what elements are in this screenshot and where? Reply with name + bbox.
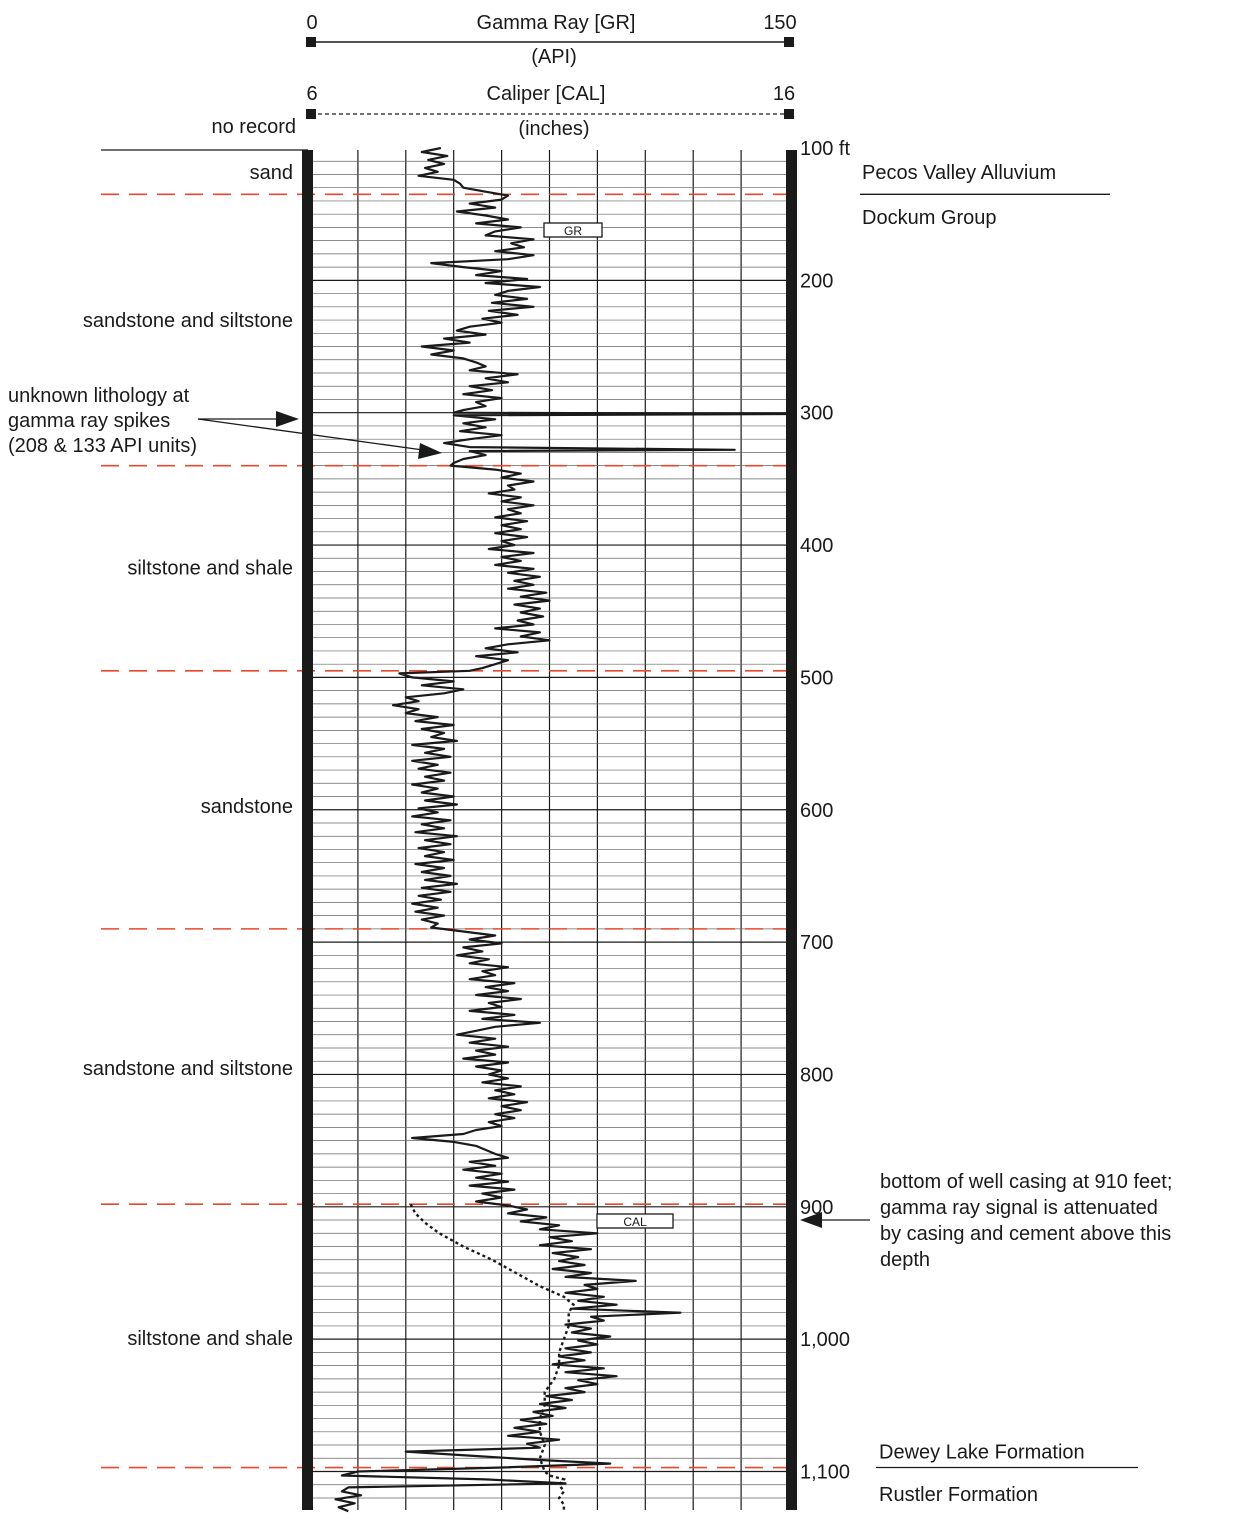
gr-scale-min: 0 — [306, 12, 317, 34]
spike-annotation-line-1: unknown lithology at — [8, 385, 190, 407]
lithology-label: sandstone and siltstone — [83, 310, 293, 332]
casing-arrow-head — [800, 1212, 822, 1228]
cal-scale-right-cap — [784, 109, 794, 119]
gr-scale-right-cap — [784, 37, 794, 47]
casing-annotation-line-3: by casing and cement above this — [880, 1223, 1171, 1245]
depth-tick-label: 700 — [800, 932, 833, 954]
cal-curve-tag-text: CAL — [623, 1215, 647, 1229]
track-right-edge — [786, 150, 797, 1510]
cal-scale-unit: (inches) — [518, 118, 589, 140]
track-left-edge — [302, 150, 313, 1510]
lithology-label: sandstone — [201, 796, 293, 818]
lithology-label: siltstone and shale — [127, 558, 293, 580]
depth-tick-label: 400 — [800, 535, 833, 557]
formation-label: Pecos Valley Alluvium — [862, 162, 1056, 184]
lithology-boundaries — [101, 193, 789, 1469]
gr-curve-tag: GR — [543, 222, 603, 238]
depth-tick-label: 100 ft — [800, 138, 850, 160]
depth-tick-label: 900 — [800, 1197, 833, 1219]
spike-arrow-2-head — [418, 443, 442, 459]
lithology-labels: sand sandstone and siltstone siltstone and… — [83, 162, 293, 1350]
caliper-curve — [409, 1203, 576, 1512]
casing-annotation-line-1: bottom of well casing at 910 feet; — [880, 1171, 1172, 1193]
spike-arrow-1-head — [276, 411, 299, 427]
gr-curve-tag-text: GR — [564, 224, 582, 238]
formation-labels: Pecos Valley Alluvium Dockum Group Dewey L… — [860, 162, 1138, 1506]
formation-label: Dewey Lake Formation — [879, 1442, 1085, 1464]
gr-scale-title: Gamma Ray [GR] — [477, 12, 636, 34]
gr-scale-unit: (API) — [531, 46, 577, 68]
cal-scale-left-cap — [306, 109, 316, 119]
lithology-label: sandstone and siltstone — [83, 1058, 293, 1080]
depth-tick-label: 800 — [800, 1064, 833, 1086]
cal-scale-title: Caliper [CAL] — [487, 83, 606, 105]
gamma-ray-curve — [334, 146, 791, 1513]
lithology-label: siltstone and shale — [127, 1328, 293, 1350]
gr-scale-max: 150 — [763, 12, 796, 34]
formation-label: Dockum Group — [862, 207, 997, 229]
spike-arrow-2-line — [197, 418, 424, 451]
casing-annotation-line-2: gamma ray signal is attenuated — [880, 1197, 1158, 1219]
spike-annotation: unknown lithology at gamma ray spikes (2… — [8, 385, 442, 459]
depth-tick-label: 500 — [800, 667, 833, 689]
cal-scale-max: 16 — [773, 83, 795, 105]
log-header: 0 Gamma Ray [GR] 150 (API) 6 Caliper [CA… — [101, 12, 797, 151]
no-record-label: no record — [212, 116, 297, 138]
cal-curve-tag: CAL — [596, 1213, 674, 1229]
cal-scale-min: 6 — [306, 83, 317, 105]
spike-annotation-line-3: (208 & 133 API units) — [8, 435, 197, 457]
casing-annotation: bottom of well casing at 910 feet; gamma… — [800, 1171, 1172, 1271]
casing-annotation-line-4: depth — [880, 1249, 930, 1271]
track-edges — [302, 150, 797, 1510]
log-curves — [334, 146, 791, 1513]
gr-scale-left-cap — [306, 37, 316, 47]
formation-label: Rustler Formation — [879, 1484, 1038, 1506]
spike-annotation-line-2: gamma ray spikes — [8, 410, 170, 432]
depth-tick-label: 600 — [800, 800, 833, 822]
depth-tick-label: 300 — [800, 403, 833, 425]
depth-labels: 100 ft 200 300 400 500 600 700 800 900 1,000 1,100 — [800, 138, 850, 1484]
depth-tick-label: 1,100 — [800, 1462, 850, 1484]
depth-tick-label: 1,000 — [800, 1329, 850, 1351]
lithology-label: sand — [250, 162, 293, 184]
depth-tick-label: 200 — [800, 270, 833, 292]
log-grid — [310, 150, 789, 1510]
